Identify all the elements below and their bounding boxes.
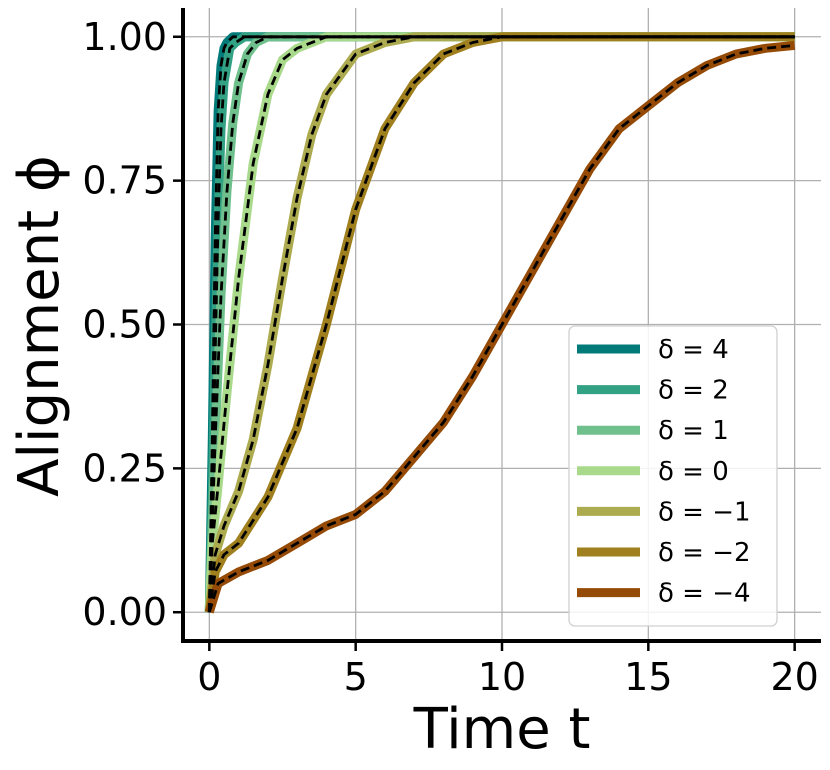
tick-labels: 0 5 10 15 20 0.00 0.25 0.50 0.75 1.00 [82,15,818,699]
y-tick-label: 0.75 [82,159,167,203]
series-dashed-line-5 [207,35,795,613]
series-dashed-line-3 [207,35,795,613]
y-tick-label: 0.25 [82,446,167,490]
x-tick-label: 5 [344,655,368,699]
y-tick-label: 0.50 [82,303,167,347]
legend-label-3: δ = 0 [658,457,729,487]
x-tick-label: 0 [197,655,221,699]
legend: δ = 4 δ = 2 δ = 1 δ = 0 δ = −1 δ = −2 δ = −4 [568,325,778,627]
y-axis-label: Alignment ϕ [7,155,72,497]
series-dashed-line-2 [207,35,795,613]
series-dashed-line-4 [207,35,795,613]
legend-label-4: δ = −1 [658,497,751,527]
legend-label-5: δ = −2 [658,538,751,568]
x-axis-label: Time t [413,697,591,762]
legend-label-2: δ = 1 [658,416,729,446]
y-tick-label: 0.00 [82,590,167,634]
series-dashed-line-6 [207,44,795,613]
x-tick-label: 20 [770,655,818,699]
y-tick-label: 1.00 [82,15,167,59]
series-group [204,32,796,614]
legend-label-1: δ = 2 [658,376,729,406]
x-tick-label: 15 [624,655,672,699]
series-dashed-line-1 [207,35,795,613]
x-tick-label: 10 [478,655,526,699]
legend-label-0: δ = 4 [658,335,729,365]
legend-label-6: δ = −4 [658,579,751,609]
